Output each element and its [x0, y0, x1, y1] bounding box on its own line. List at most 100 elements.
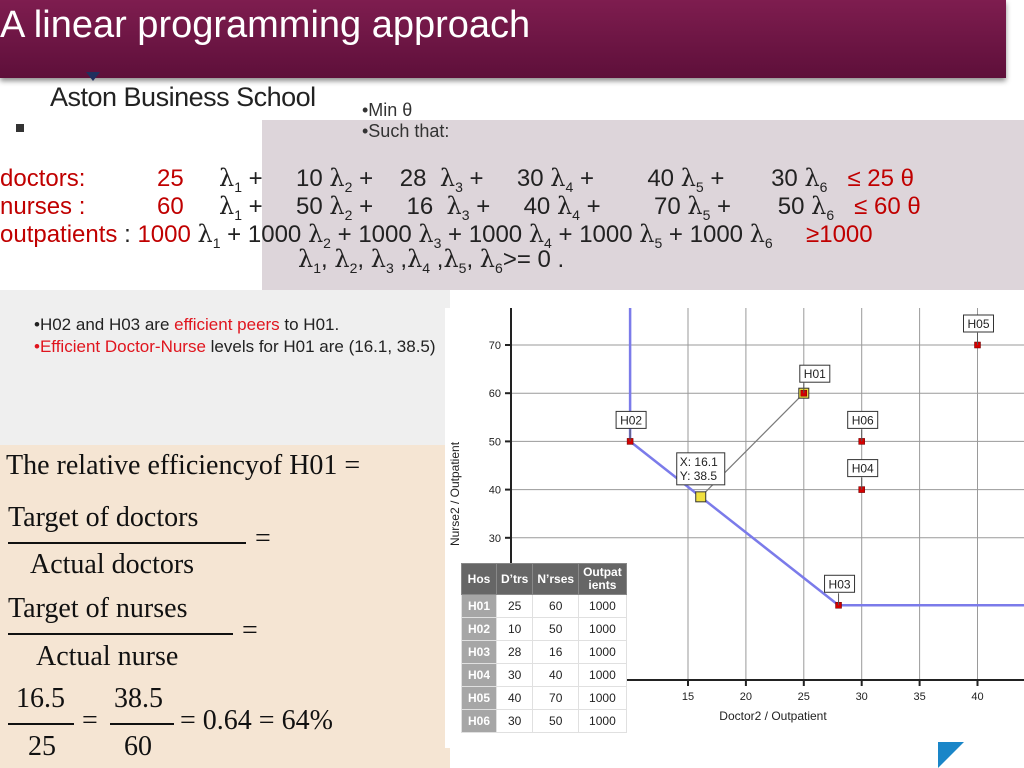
- table-row: H05 40 70 1000: [460, 686, 627, 710]
- coef: 1000: [468, 221, 523, 248]
- table-cell: 1000: [578, 686, 627, 710]
- note-text: •H02 and H03 are: [34, 315, 175, 334]
- note-levels: •Efficient Doctor-Nurse levels for H01 a…: [34, 336, 444, 358]
- hospital-name-cell: H04: [460, 663, 498, 687]
- coef: 1000: [247, 221, 302, 248]
- table-header-cell: Hos: [460, 563, 498, 595]
- table-row: H01 25 60 1000: [460, 594, 627, 618]
- coef: 40: [523, 193, 551, 220]
- note-text: to H01.: [279, 315, 340, 334]
- frac1-numerator: Target of doctors: [8, 502, 199, 533]
- x-tick-label: 40: [971, 691, 983, 703]
- calc-result: = 0.64 = 64%: [180, 705, 333, 736]
- table-header-cell: D’trs: [496, 563, 534, 595]
- notes-text: •H02 and H03 are efficient peers to H01.…: [34, 314, 444, 358]
- constraint-nurses-rhs: ≤ 60 θ: [854, 193, 921, 220]
- bullet-square-icon: [16, 124, 24, 132]
- efficiency-frontier-line: [628, 308, 1024, 607]
- frac2-numerator: Target of nurses: [8, 593, 188, 624]
- coef: 10: [296, 165, 323, 192]
- table-cell: 40: [532, 663, 580, 687]
- y-tick-label: 40: [489, 485, 501, 497]
- frac3-numerator: 16.5: [16, 683, 65, 714]
- point-label-box: [963, 314, 994, 333]
- table-row: H06 30 50 1000: [460, 709, 627, 733]
- constraint-outpatients: outpatients : 1000 λ1 + 1000 λ2 + 1000 λ…: [0, 220, 873, 251]
- point-label: H02: [620, 413, 642, 427]
- aston-logo: Aston Business School: [50, 82, 316, 112]
- nonnegativity-constraint: λ1, λ2, λ3 ,λ4 ,λ5, λ6>= 0 .: [298, 245, 565, 276]
- table-cell: 1000: [578, 594, 627, 618]
- constraint-doctors: doctors: 25 λ1 + 10 λ2 + 28 λ3 + 30 λ4 + 4…: [0, 164, 915, 195]
- hospital-name-cell: H02: [460, 617, 498, 641]
- note-peers: •H02 and H03 are efficient peers to H01.: [34, 314, 444, 336]
- coef: 1000: [689, 221, 744, 248]
- coef: 50: [296, 193, 323, 220]
- point-label-box: [847, 410, 879, 429]
- table-cell: 1000: [578, 663, 627, 687]
- note-highlight: efficient peers: [174, 315, 280, 334]
- lp-model-box: [262, 120, 1024, 290]
- y-axis-label: Nurse2 / Outpatient: [448, 441, 462, 546]
- point-label: H01: [804, 367, 826, 381]
- y-tick-label: 70: [489, 340, 501, 352]
- table-cell: 30: [496, 709, 534, 733]
- nonneg-suffix: >= 0 .: [502, 246, 565, 273]
- coef: 60: [157, 193, 184, 220]
- hospital-name-cell: H03: [460, 640, 498, 664]
- note-highlight: •Efficient Doctor-Nurse: [34, 337, 206, 356]
- table-header-cell: Outpat ients: [578, 563, 627, 595]
- x-tick-label: 20: [740, 691, 752, 703]
- table-cell: 60: [532, 594, 580, 618]
- coef: 30: [771, 165, 798, 192]
- frac1-denominator: Actual doctors: [30, 549, 195, 580]
- frac2-denominator: Actual nurse: [36, 641, 179, 672]
- table-cell: 70: [532, 686, 580, 710]
- target-tooltip-box: [676, 452, 726, 486]
- point-label: H05: [967, 317, 989, 331]
- point-label: H06: [852, 413, 874, 427]
- frac2-bar: [8, 633, 233, 635]
- table-cell: 30: [496, 663, 534, 687]
- table-cell: 1000: [578, 640, 627, 664]
- lp-such-that: •Such that:: [362, 121, 450, 141]
- logo-mark-icon: [86, 72, 100, 81]
- coef: 70: [653, 193, 681, 220]
- point-label: H03: [829, 577, 851, 591]
- table-row: H04 30 40 1000: [460, 663, 627, 687]
- calc-line1: The relative efficiencyof H01 =: [6, 450, 361, 481]
- table-cell: 16: [532, 640, 580, 664]
- efficiency-calculation: The relative efficiencyof H01 = Target o…: [0, 445, 450, 768]
- coef: 40: [647, 165, 675, 192]
- x-tick-label: 35: [913, 691, 925, 703]
- coef: 25: [157, 165, 184, 192]
- hospital-name-cell: H05: [460, 686, 498, 710]
- target-x-label: X: 16.1: [680, 455, 718, 469]
- constraint-outpatients-label: outpatients: [0, 221, 118, 248]
- frac1-bar: [8, 542, 246, 544]
- coef: 1000: [358, 221, 412, 248]
- table-cell: 50: [532, 617, 580, 641]
- point-label-box: [799, 364, 831, 383]
- frac3-denominator: 25: [28, 731, 56, 762]
- slide-title: A linear programming approach: [0, 4, 531, 46]
- table-cell: 1000: [578, 709, 627, 733]
- corner-decoration-icon: [938, 742, 964, 768]
- y-tick-label: 30: [489, 533, 501, 545]
- table-row: H03 28 16 1000: [460, 640, 627, 664]
- table-cell: 1000: [578, 617, 627, 641]
- constraint-nurses-label: nurses :: [0, 193, 86, 220]
- point-label-box: [824, 574, 856, 593]
- coef: 1000: [579, 221, 633, 248]
- note-text: levels for H01 are (16.1, 38.5): [205, 337, 436, 356]
- target-y-label: Y: 38.5: [680, 469, 718, 483]
- constraint-outpatients-rhs: ≥1000: [806, 221, 873, 248]
- notes-panel: [0, 290, 450, 450]
- frac3-bar: [8, 723, 74, 725]
- hospital-table: Hos D’trs N’rses Outpat ients H01 25 60 1000 H02…: [460, 563, 627, 733]
- constraint-doctors-rhs: ≤ 25 θ: [847, 165, 915, 192]
- table-cell: 25: [496, 594, 534, 618]
- x-tick-label: 25: [798, 691, 810, 703]
- coef: 16: [406, 193, 434, 220]
- constraint-nurses: nurses :60 λ1 + 50 λ2 + 16 λ3 + 40 λ4 + 7…: [0, 192, 921, 223]
